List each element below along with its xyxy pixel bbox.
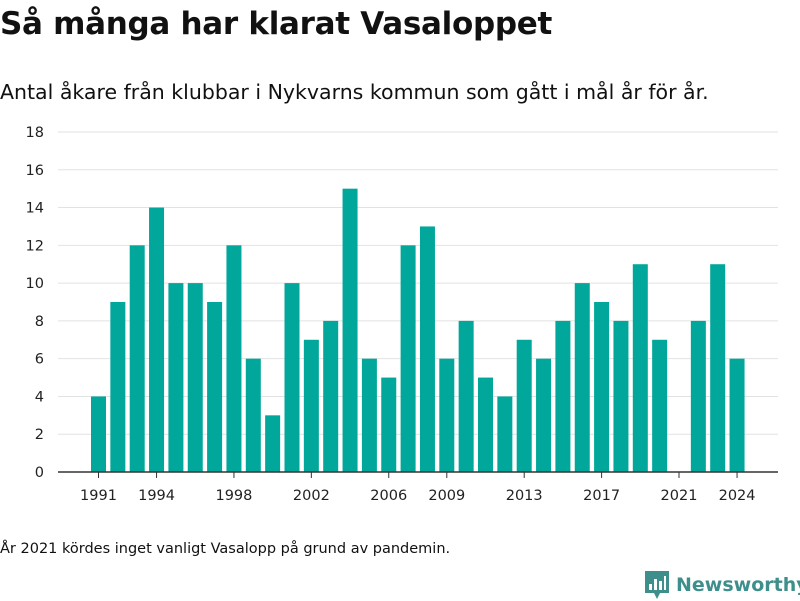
brand-logo[interactable]: Newsworthy (644, 569, 800, 601)
y-tick-label: 6 (35, 352, 44, 368)
gridlines (58, 131, 778, 435)
chart-subtitle: Antal åkare från klubbar i Nykvarns komm… (0, 80, 709, 104)
bar-2024 (729, 358, 745, 472)
x-tick-label: 2021 (661, 488, 698, 504)
y-tick-label: 0 (35, 465, 44, 481)
chart-title: Så många har klarat Vasaloppet (0, 6, 553, 42)
bar-2012 (497, 396, 513, 472)
bar-1999 (245, 358, 261, 472)
bar-1998 (226, 245, 242, 472)
brand-name: Newsworthy (676, 574, 800, 596)
bar-2001 (284, 283, 300, 472)
x-tick-label: 2009 (428, 488, 465, 504)
bar-2005 (361, 358, 377, 472)
bar-2002 (303, 339, 319, 472)
bar-2023 (710, 264, 726, 472)
bar-2014 (536, 358, 552, 472)
bar-2017 (594, 302, 610, 472)
footnote: År 2021 kördes inget vanligt Vasalopp på… (0, 541, 451, 557)
x-tick-label: 2024 (719, 488, 756, 504)
bar-2007 (400, 245, 416, 472)
bar-1997 (207, 302, 223, 472)
y-tick-label: 16 (26, 163, 44, 179)
x-tick-label: 1998 (215, 488, 252, 504)
bar-2008 (419, 226, 435, 472)
bar-2000 (265, 415, 281, 472)
x-tick-label: 1994 (138, 488, 175, 504)
y-tick-label: 10 (26, 276, 44, 292)
bar-1993 (129, 245, 145, 472)
y-tick-label: 4 (35, 389, 44, 405)
bar-1996 (187, 283, 203, 472)
bar-2010 (458, 320, 474, 472)
bar-2015 (555, 320, 571, 472)
bar-2006 (381, 377, 397, 472)
x-tick-label: 2006 (370, 488, 407, 504)
bar-1992 (110, 302, 126, 472)
y-tick-label: 18 (26, 125, 44, 141)
bar-2022 (690, 320, 706, 472)
y-tick-label: 2 (35, 427, 44, 443)
x-axis-ticks: 1991 1994 1998 2002 2006 2009 2013 2017 2021 2024 (80, 472, 756, 504)
y-tick-label: 12 (26, 238, 44, 254)
bar-2018 (613, 320, 629, 472)
bar-1994 (149, 207, 165, 473)
bar-2011 (478, 377, 493, 472)
newsworthy-logo-icon (645, 571, 669, 599)
bar-2003 (323, 320, 339, 472)
bar-2013 (516, 339, 532, 472)
bar-2016 (574, 283, 590, 472)
y-axis-ticks: 0 2 4 6 8 10 12 14 16 18 (26, 125, 44, 481)
y-tick-label: 14 (26, 201, 44, 217)
x-tick-label: 1991 (80, 488, 117, 504)
bar-2009 (439, 358, 455, 472)
y-tick-label: 8 (35, 314, 44, 330)
bar-chart: 0 2 4 6 8 10 12 14 16 18 1991 1994 1998 2002 2006 2009… (26, 125, 778, 504)
x-tick-label: 2017 (583, 488, 620, 504)
x-tick-label: 2013 (506, 488, 543, 504)
bars (91, 188, 745, 473)
bar-2004 (342, 188, 358, 472)
bar-1995 (168, 283, 184, 472)
bar-1991 (91, 396, 106, 472)
bar-2019 (632, 264, 648, 472)
bar-2020 (652, 339, 668, 472)
x-tick-label: 2002 (293, 488, 330, 504)
